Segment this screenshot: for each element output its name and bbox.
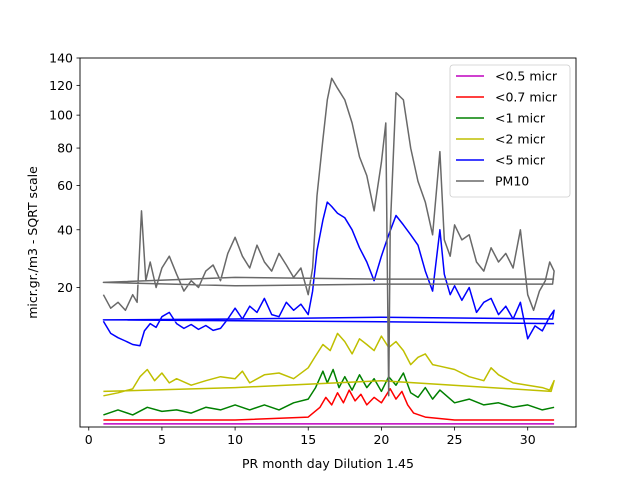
series-layer	[102, 77, 555, 425]
legend-label: <0.5 micr	[495, 69, 558, 84]
legend-label: PM10	[495, 174, 529, 189]
series-line-4	[102, 201, 555, 347]
legend-label: <2 micr	[495, 132, 546, 147]
axes-frame	[79, 57, 577, 428]
y-tick-label: 100	[49, 108, 73, 123]
x-tick-label: 25	[447, 432, 463, 447]
x-tick-label: 30	[520, 432, 536, 447]
x-tick-label: 0	[85, 432, 93, 447]
y-axis: 20 40 60 80 100 120 140	[49, 51, 80, 295]
legend-label: <5 micr	[495, 153, 546, 168]
y-tick-label: 80	[57, 141, 73, 156]
y-tick-label: 120	[49, 78, 73, 93]
x-tick-label: 20	[373, 432, 389, 447]
legend-label: <1 micr	[495, 111, 546, 126]
series-line-5	[102, 77, 555, 397]
y-tick-label: 40	[57, 222, 73, 237]
y-tick-label: 140	[49, 51, 73, 66]
x-tick-label: 10	[227, 432, 243, 447]
y-tick-label: 20	[57, 280, 73, 295]
y-axis-title: micr.gr./m3 - SQRT scale	[25, 166, 40, 319]
plot-area	[79, 57, 577, 428]
legend-box	[449, 64, 571, 198]
x-tick-label: 5	[158, 432, 166, 447]
legend-label: <0.7 micr	[495, 90, 558, 105]
x-tick-label: 15	[300, 432, 316, 447]
series-line-1	[103, 388, 555, 421]
legend: <0.5 micr <0.7 micr <1 micr <2 micr <5 micr P…	[449, 64, 571, 198]
series-line-2	[103, 368, 555, 416]
x-axis: 0 5 10 15 20 25 30	[85, 427, 536, 447]
y-tick-label: 60	[57, 178, 73, 193]
series-line-3	[103, 332, 555, 397]
x-axis-title: PR month day Dilution 1.45	[242, 456, 414, 471]
